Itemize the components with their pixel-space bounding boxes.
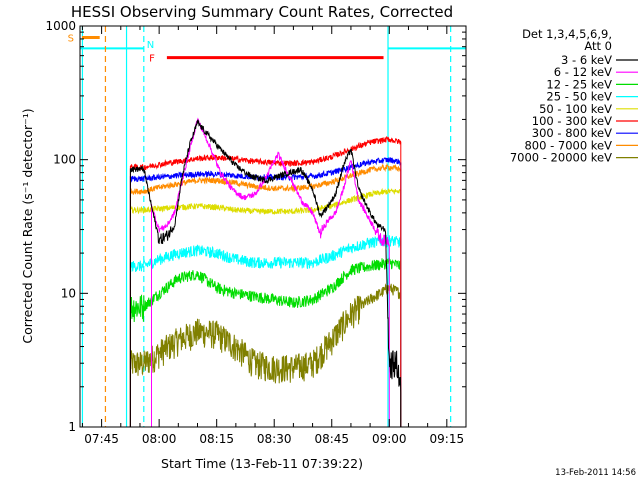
- y-tick-label-10: 10: [61, 286, 76, 300]
- x-tick-label-0830: 08:30: [257, 432, 292, 446]
- legend-label-7000-20000-kev: 7000 - 20000 keV: [510, 151, 612, 165]
- y-tick-label-1000: 1000: [45, 19, 76, 33]
- series-100-300-kev: [129, 135, 402, 427]
- series-12-25-kev: [129, 256, 402, 427]
- legend-label-12-25-kev: 12 - 25 keV: [546, 77, 612, 91]
- annotation-n-label: N: [147, 40, 154, 51]
- legend-label-6-12-kev: 6 - 12 keV: [554, 65, 612, 79]
- legend-label-50-100-kev: 50 - 100 keV: [539, 102, 612, 116]
- legend-label-25-50-kev: 25 - 50 keV: [546, 90, 612, 104]
- y-axis-label: Corrected Count Rate (s⁻¹ detector⁻¹): [20, 108, 35, 343]
- legend-header-line-2: Att 0: [584, 39, 612, 53]
- legend-label-300-800-kev: 300 - 800 keV: [532, 126, 612, 140]
- series-6-12-kev: [151, 117, 390, 427]
- x-axis-label: Start Time (13-Feb-11 07:39:22): [161, 456, 363, 471]
- plot-area: S NF: [68, 26, 466, 427]
- legend-label-800-7000-kev: 800 - 7000 keV: [524, 138, 612, 152]
- x-tick-label-0915: 09:15: [430, 432, 465, 446]
- y-tick-label-100: 100: [53, 153, 76, 167]
- series-300-800-kev: [129, 157, 402, 427]
- chart-title: HESSI Observing Summary Count Rates, Cor…: [71, 3, 453, 21]
- y-tick-label-1: 1: [68, 420, 76, 434]
- y-axis: 1 10 100 1000: [45, 19, 466, 434]
- series-800-7000-kev: [129, 163, 402, 427]
- x-tick-label-0815: 08:15: [199, 432, 234, 446]
- series-25-50-kev: [129, 234, 402, 427]
- legend-label-100-300-kev: 100 - 300 keV: [532, 114, 612, 128]
- x-tick-label-0745: 07:45: [84, 432, 119, 446]
- legend-header-line-1: Det 1,3,4,5,6,9,: [522, 27, 612, 41]
- series-3-6-kev: [129, 119, 402, 427]
- annotation-f-label: F: [149, 54, 155, 65]
- timestamp: 13-Feb-2011 14:56: [555, 468, 636, 478]
- series-50-100-kev: [129, 187, 402, 427]
- x-tick-label-0845: 08:45: [314, 432, 349, 446]
- series-7000-20000-kev: [129, 283, 402, 427]
- x-axis: 07:45 08:00 08:15 08:30 08:45 09:00 09:15: [81, 26, 467, 446]
- x-tick-label-0900: 09:00: [372, 432, 407, 446]
- x-tick-label-0800: 08:00: [142, 432, 177, 446]
- plot-frame: [79, 25, 467, 428]
- legend-label-3-6-kev: 3 - 6 keV: [561, 53, 612, 67]
- annotation-s-label: S: [68, 34, 74, 45]
